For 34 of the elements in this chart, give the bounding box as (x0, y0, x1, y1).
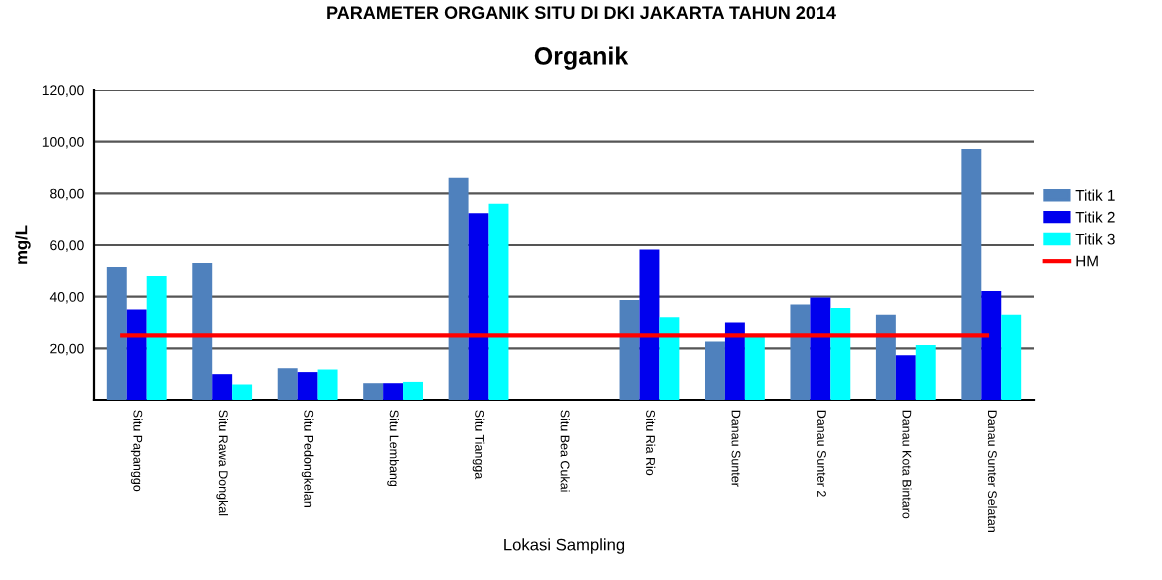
bar (448, 177, 469, 400)
bar (192, 263, 213, 400)
bar (639, 249, 660, 400)
bar (363, 383, 384, 400)
bar (875, 314, 896, 400)
bar (659, 317, 680, 400)
bar (619, 300, 640, 400)
bar (146, 276, 167, 400)
bar (981, 290, 1002, 400)
y-axis-title: mg/L (15, 225, 31, 264)
bar (810, 297, 831, 400)
bar (277, 368, 298, 400)
bar (724, 322, 745, 400)
bar (1001, 314, 1022, 400)
chart-subtitle: Organik (534, 46, 629, 70)
bar (488, 203, 509, 400)
bar (744, 336, 765, 400)
bar (790, 304, 811, 400)
bar (915, 344, 936, 400)
bar (232, 384, 253, 400)
bar (317, 369, 338, 400)
bar (403, 381, 423, 400)
bar (468, 213, 489, 400)
bar (961, 148, 982, 400)
bar (383, 383, 404, 400)
bar (705, 341, 725, 400)
bar (297, 372, 318, 400)
bar (126, 309, 147, 400)
bar (830, 308, 851, 400)
bar (895, 355, 916, 400)
bar (212, 374, 233, 400)
chart-title: PARAMETER ORGANIK SITU DI DKI JAKARTA TAHUN 2014 (327, 6, 836, 20)
x-axis-title: Lokasi Sampling (504, 538, 625, 554)
bar (106, 266, 127, 400)
